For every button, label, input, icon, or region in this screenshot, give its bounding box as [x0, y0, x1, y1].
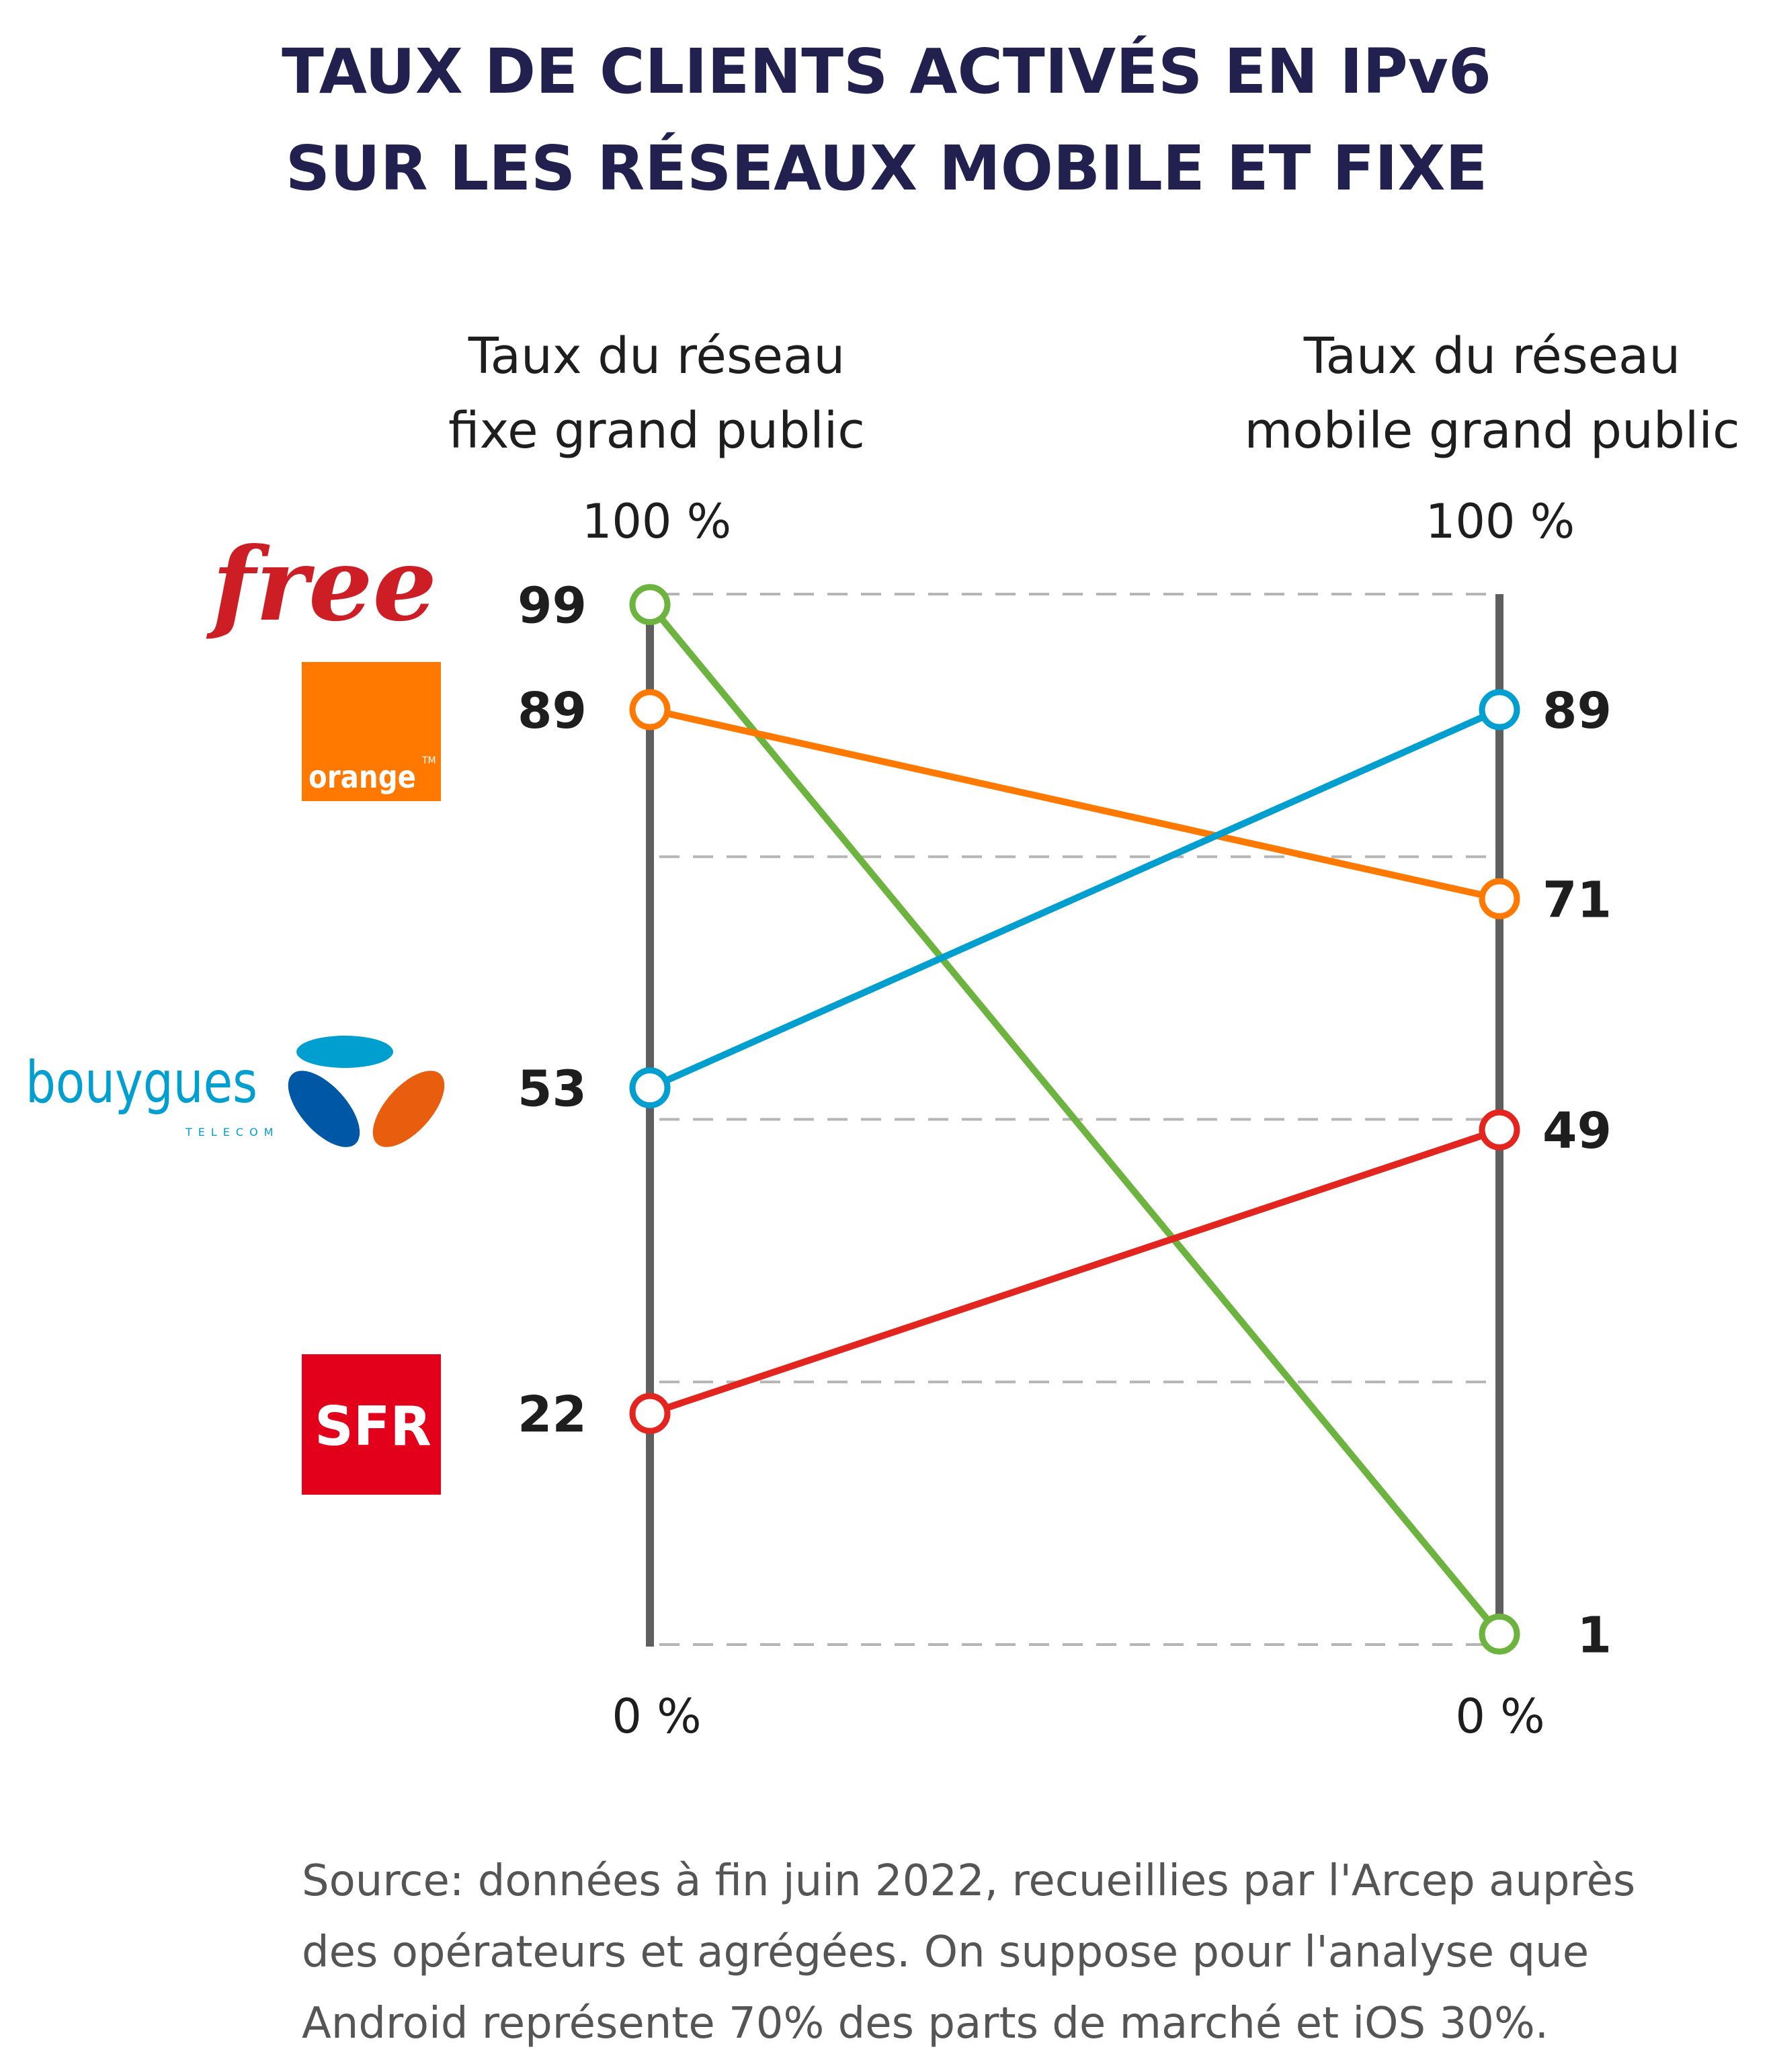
right-axis-label-line-2: mobile grand public [1244, 402, 1739, 460]
orange-logo-text: orange [308, 759, 416, 795]
right-bottom-tick: 0 % [1455, 1689, 1544, 1744]
point-left-orange [629, 689, 671, 731]
point-left-SFR [629, 1393, 671, 1434]
value-label-left-SFR: 22 [518, 1386, 587, 1444]
value-label-right-free: 1 [1577, 1606, 1612, 1664]
source-line-1: Source: données à fin juin 2022, recueil… [302, 1856, 1635, 1906]
value-label-right-bouygues: 89 [1542, 682, 1612, 740]
orange-logo: orange TM [302, 662, 441, 801]
series-line-free [647, 602, 1502, 1636]
source-line-3: Android représente 70% des parts de marc… [302, 1999, 1549, 2048]
chart-title-line-2: SUR LES RÉSEAUX MOBILE ET FIXE [286, 132, 1488, 204]
point-right-SFR [1479, 1109, 1520, 1151]
left-bottom-tick: 0 % [612, 1689, 701, 1744]
point-right-free [1479, 1613, 1520, 1655]
series-line-bouygues [648, 706, 1501, 1091]
left-axis-label-line-2: fixe grand public [448, 402, 865, 460]
free-logo: free [206, 526, 437, 644]
point-left-bouygues [629, 1067, 671, 1109]
right-axis-label-line-1: Taux du réseau [1303, 327, 1681, 385]
series-line-SFR [649, 1126, 1501, 1417]
value-label-left-bouygues: 53 [518, 1061, 587, 1118]
value-label-right-orange: 71 [1542, 871, 1612, 929]
point-left-free [629, 584, 671, 626]
value-label-left-orange: 89 [518, 682, 587, 740]
free-logo-text: free [206, 526, 437, 644]
value-label-left-free: 99 [518, 577, 587, 635]
series-marks: 99 1 89 71 53 89 22 49 [518, 577, 1612, 1665]
sfr-logo-text: SFR [315, 1395, 431, 1458]
value-label-right-SFR: 49 [1542, 1102, 1612, 1160]
orange-logo-tm: TM [421, 755, 436, 766]
chart-title-line-1: TAUX DE CLIENTS ACTIVÉS EN IPv6 [282, 35, 1491, 108]
right-top-tick: 100 % [1426, 494, 1575, 549]
left-axis-label-line-1: Taux du réseau [468, 327, 846, 385]
bouygues-logo: bouygues TELECOM [26, 1036, 445, 1147]
bouygues-logo-subtext: TELECOM [185, 1126, 279, 1138]
series-line-orange [649, 706, 1501, 903]
point-right-bouygues [1479, 689, 1520, 731]
point-right-orange [1479, 878, 1520, 919]
left-top-tick: 100 % [582, 494, 731, 549]
bouygues-logo-text: bouygues [26, 1049, 257, 1116]
source-line-2: des opérateurs et agrégées. On suppose p… [302, 1928, 1589, 1977]
sfr-logo: SFR [302, 1354, 441, 1495]
